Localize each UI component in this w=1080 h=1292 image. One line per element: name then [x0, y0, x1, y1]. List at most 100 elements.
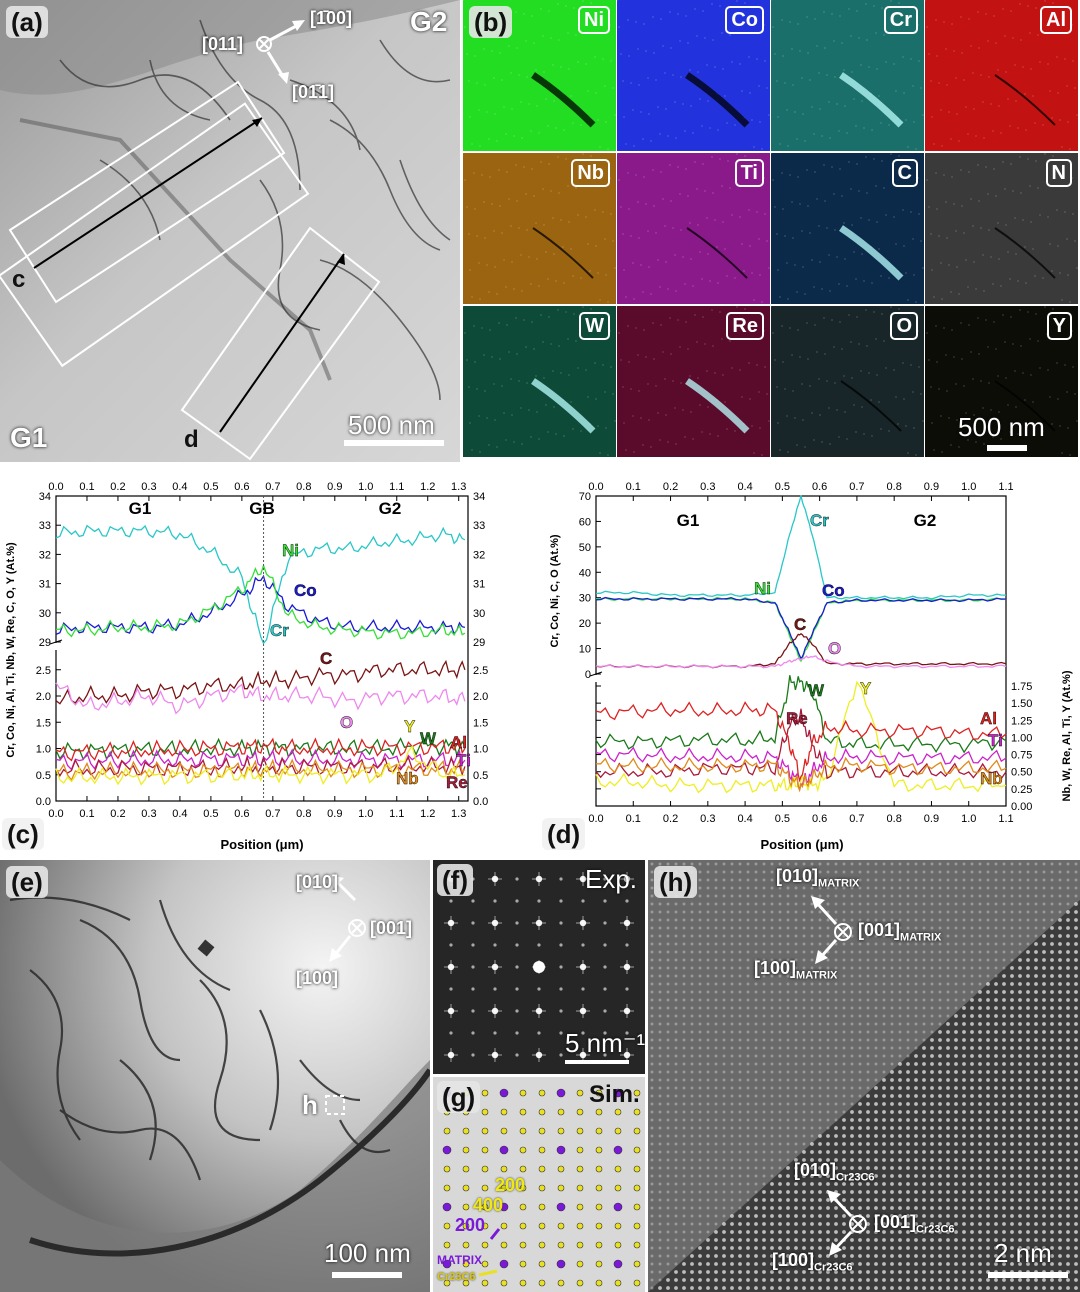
- matrix-atom-column: [786, 1038, 790, 1042]
- fft-center-spot: [533, 961, 545, 973]
- matrix-atom-column: [674, 1190, 678, 1194]
- carbide-atom-column: [858, 1254, 862, 1258]
- matrix-atom-column: [666, 1118, 670, 1122]
- matrix-atom-column: [714, 1022, 718, 1026]
- matrix-atom-column: [834, 870, 838, 874]
- fft-spot: [537, 899, 541, 903]
- matrix-atom-column: [778, 990, 782, 994]
- matrix-atom-column: [858, 998, 862, 1002]
- matrix-atom-column: [674, 918, 678, 922]
- panel-h-scale-text: 2 nm: [994, 1238, 1052, 1268]
- carbide-atom-column: [786, 1206, 790, 1210]
- carbide-atom-column: [882, 1182, 886, 1186]
- carbide-atom-column: [674, 1278, 678, 1282]
- matrix-atom-column: [650, 1030, 654, 1034]
- matrix-atom-column: [698, 894, 702, 898]
- y-tick-label-lower: 2.0: [36, 691, 51, 703]
- carbide-atom-column: [794, 1278, 798, 1282]
- matrix-atom-column: [746, 1014, 750, 1018]
- matrix-spot: [613, 1202, 623, 1212]
- matrix-atom-column: [778, 934, 782, 938]
- matrix-atom-column: [698, 878, 702, 882]
- carbide-atom-column: [842, 1262, 846, 1266]
- matrix-sub-1: MATRIX: [818, 877, 860, 890]
- matrix-atom-column: [930, 974, 934, 978]
- carbide-atom-column: [826, 1158, 830, 1162]
- carbide-atom-column: [842, 1150, 846, 1154]
- matrix-atom-column: [650, 1102, 654, 1106]
- matrix-atom-column: [754, 1038, 758, 1042]
- matrix-atom-column: [786, 1054, 790, 1058]
- matrix-atom-column: [858, 942, 862, 946]
- matrix-atom-column: [722, 942, 726, 946]
- matrix-atom-column: [730, 1158, 734, 1162]
- matrix-atom-column: [762, 1182, 766, 1186]
- carbide-atom-column: [810, 1150, 814, 1154]
- y-tick-label-upper: 50: [579, 542, 591, 554]
- matrix-atom-column: [866, 910, 870, 914]
- matrix-atom-column: [770, 1046, 774, 1050]
- x-tick-label-top: 1.0: [961, 481, 976, 493]
- matrix-atom-column: [714, 1166, 718, 1170]
- matrix-atom-column: [714, 926, 718, 930]
- matrix-atom-column: [650, 1006, 654, 1010]
- matrix-atom-column: [850, 878, 854, 882]
- matrix-atom-column: [650, 1150, 654, 1154]
- matrix-atom-column: [698, 1038, 702, 1042]
- carbide-atom-column: [842, 1198, 846, 1202]
- matrix-atom-column: [746, 886, 750, 890]
- matrix-atom-column: [810, 966, 814, 970]
- matrix-atom-column: [674, 1230, 678, 1234]
- matrix-atom-column: [738, 1174, 742, 1178]
- carbide-spot: [538, 1279, 546, 1287]
- x-tick-label: 0.0: [48, 808, 63, 820]
- matrix-atom-column: [778, 1046, 782, 1050]
- matrix-atom-column: [866, 1046, 870, 1050]
- carbide-atom-column: [890, 1206, 894, 1210]
- matrix-atom-column: [706, 870, 710, 874]
- matrix-atom-column: [786, 1030, 790, 1034]
- matrix-atom-column: [714, 1206, 718, 1210]
- carbide-atom-column: [882, 1246, 886, 1250]
- carbide-atom-column: [914, 1198, 918, 1202]
- carbide-atom-column: [778, 1198, 782, 1202]
- matrix-pointer: [489, 1228, 501, 1240]
- matrix-atom-column: [802, 974, 806, 978]
- x-tick-label-top: 0.9: [327, 481, 342, 493]
- matrix-atom-column: [826, 1078, 830, 1082]
- carbide-atom-column: [746, 1270, 750, 1274]
- fft-spot: [625, 987, 629, 991]
- carbide-atom-column: [762, 1230, 766, 1234]
- matrix-atom-column: [666, 1246, 670, 1250]
- matrix-atom-column: [858, 1006, 862, 1010]
- carbide-atom-column: [914, 1278, 918, 1282]
- carbide-spot: [538, 1260, 546, 1268]
- matrix-atom-column: [690, 950, 694, 954]
- matrix-atom-column: [722, 974, 726, 978]
- matrix-atom-column: [674, 974, 678, 978]
- carbide-atom-column: [930, 1134, 934, 1138]
- matrix-atom-column: [890, 926, 894, 930]
- matrix-atom-column: [650, 958, 654, 962]
- matrix-atom-column: [658, 910, 662, 914]
- matrix-atom-column: [706, 1062, 710, 1066]
- matrix-atom-column: [738, 1094, 742, 1098]
- matrix-atom-column: [930, 902, 934, 906]
- x-tick-label: 0.1: [626, 813, 641, 825]
- matrix-atom-column: [890, 918, 894, 922]
- panel-e-direction-010: [010]: [296, 872, 339, 892]
- carbide-atom-column: [778, 1214, 782, 1218]
- matrix-atom-column: [754, 1166, 758, 1170]
- matrix-atom-column: [882, 1062, 886, 1066]
- fft-spot: [515, 921, 519, 925]
- matrix-atom-column: [834, 1062, 838, 1066]
- carbide-atom-column: [754, 1278, 758, 1282]
- matrix-atom-column: [690, 1174, 694, 1178]
- carbide-spot: [462, 1184, 470, 1192]
- carbide-atom-column: [826, 1246, 830, 1250]
- fft-spot: [515, 1031, 519, 1035]
- carbide-atom-column: [922, 1278, 926, 1282]
- matrix-atom-column: [666, 1094, 670, 1098]
- matrix-atom-column: [738, 1030, 742, 1034]
- carbide-atom-column: [874, 1150, 878, 1154]
